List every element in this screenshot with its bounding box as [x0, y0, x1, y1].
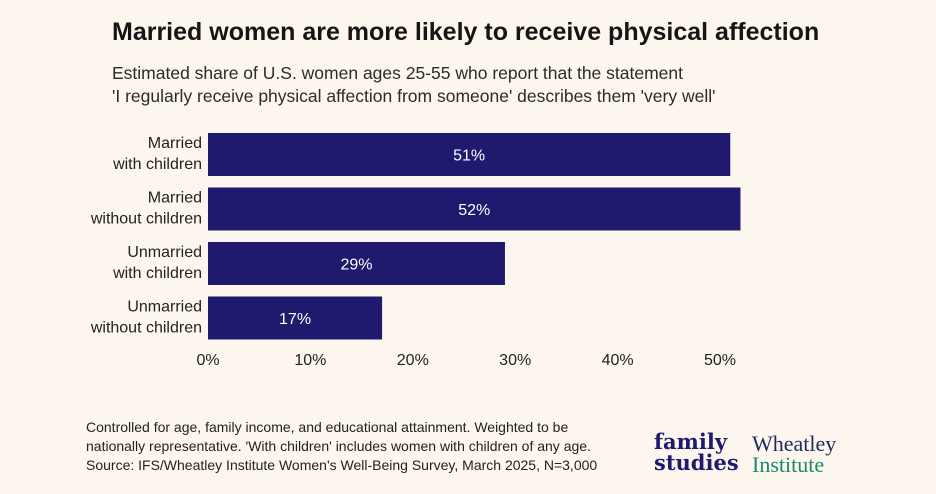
subtitle-line-1: Estimated share of U.S. women ages 25-55… [112, 63, 683, 83]
footnote-line-2: nationally representative. 'With childre… [86, 438, 591, 454]
bar-value-label-3: 29% [340, 257, 372, 274]
family-studies-logo: family studies [654, 431, 739, 473]
chart-subtitle: Estimated share of U.S. women ages 25-55… [112, 62, 715, 108]
x-tick-label-6: 50% [704, 352, 736, 369]
family-studies-logo-line-2: studies [654, 450, 739, 475]
x-tick-label-1: 0% [196, 352, 219, 369]
bar-value-label-1: 51% [453, 148, 485, 165]
bar-chart: 51% Married with children 52% Married without… [90, 133, 741, 369]
footnote: Controlled for age, family income, and e… [86, 418, 597, 475]
footnote-line-3: Source: IFS/Wheatley Institute Women's W… [86, 457, 598, 473]
family-studies-logo-line-1: family [654, 429, 728, 454]
bar-2 [208, 187, 741, 231]
bar-value-label-4: 17% [279, 311, 311, 328]
x-tick-label-5: 40% [602, 352, 634, 369]
category-label-3: Unmarried with children [112, 244, 202, 282]
wheatley-logo-line-1: Wheatley [752, 431, 837, 456]
bar-1 [208, 133, 731, 176]
category-label-2: Married without children [90, 190, 202, 228]
bar-4 [208, 296, 383, 340]
category-label-4: Unmarried without children [90, 299, 202, 337]
wheatley-institute-logo: Wheatley Institute [752, 431, 837, 477]
wheatley-logo-line-2: Institute [752, 452, 825, 477]
category-label-1: Married with children [112, 135, 202, 173]
bar-value-label-2: 52% [458, 202, 490, 219]
chart-title: Married women are more likely to receive… [112, 18, 820, 46]
subtitle-line-2: 'I regularly receive physical affection … [112, 86, 716, 106]
x-tick-label-4: 30% [499, 352, 531, 369]
bar-3 [208, 242, 505, 285]
footnote-line-1: Controlled for age, family income, and e… [86, 419, 569, 435]
x-tick-label-2: 10% [294, 352, 326, 369]
x-tick-label-3: 20% [397, 352, 429, 369]
